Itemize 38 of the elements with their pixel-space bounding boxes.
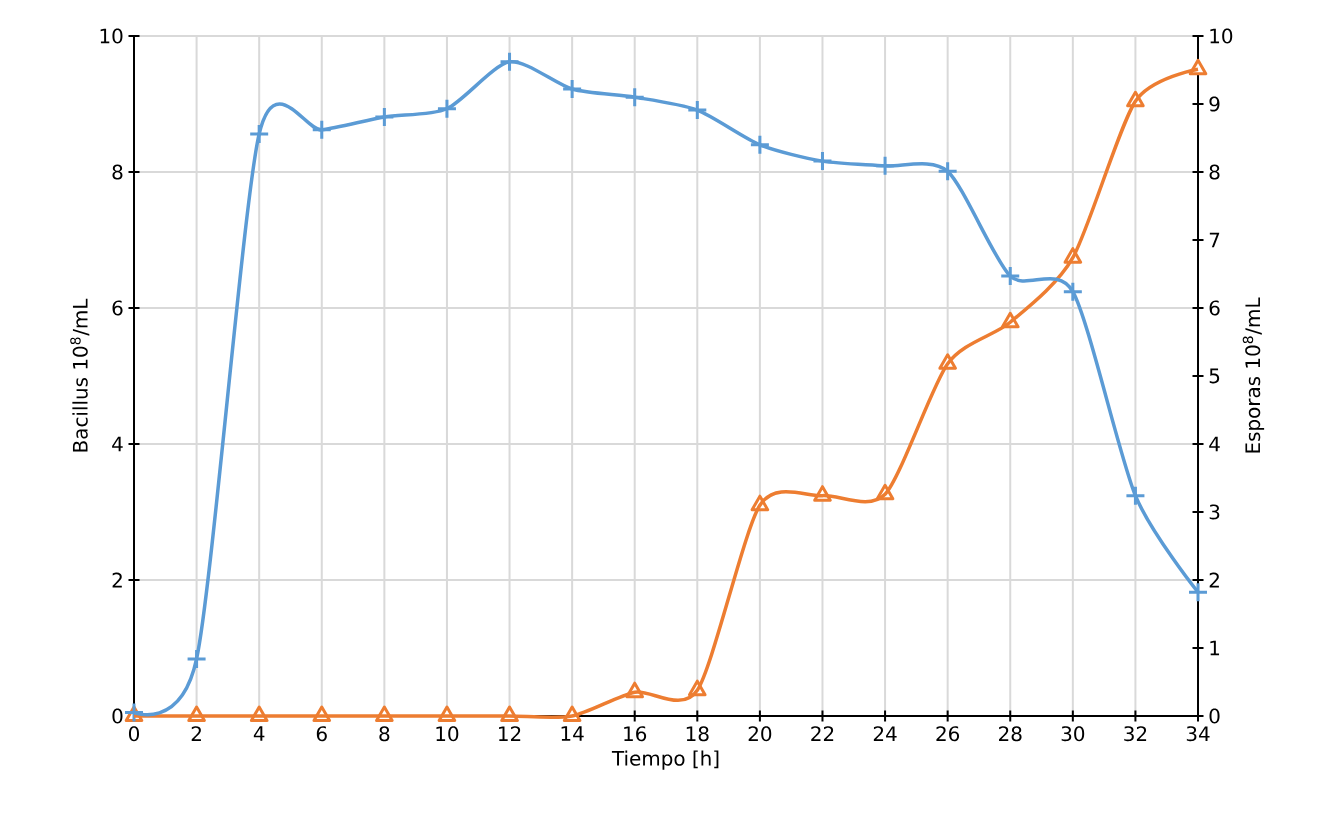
y-tick-label: 8: [112, 164, 123, 180]
y2-tick-label: 1: [1210, 640, 1220, 656]
x-tick-label: 12: [499, 726, 521, 741]
y2-tick-label: 0: [1209, 708, 1220, 724]
y-axis-title: Bacillus 10$^{8}$/mL: [70, 298, 90, 452]
y2-tick-label: 5: [1209, 368, 1220, 384]
y2-tick-label: 9: [1209, 96, 1220, 112]
x-tick-label: 30: [1061, 726, 1085, 742]
x-tick-label: 32: [1124, 726, 1147, 742]
x-tick-label: 22: [811, 726, 834, 741]
x-axis-title: Tiempo [h]: [611, 750, 719, 770]
y2-tick-label: 6: [1209, 300, 1220, 316]
x-tick-label: 6: [316, 726, 327, 742]
x-tick-label: 4: [253, 726, 265, 741]
y2-tick-label: 7: [1209, 232, 1220, 248]
x-tick-label: 0: [128, 726, 140, 742]
x-tick-label: 10: [436, 726, 459, 742]
x-tick-label: 16: [624, 726, 647, 742]
y-tick-label: 10: [100, 28, 123, 44]
x-tick-label: 2: [191, 726, 201, 741]
x-tick-label: 34: [1186, 726, 1210, 742]
x-tick-label: 28: [999, 726, 1022, 742]
x-tick-label: 26: [936, 726, 960, 742]
x-tick-label: 18: [686, 726, 709, 742]
y2-tick-label: 10: [1210, 28, 1233, 44]
y2-tick-label: 8: [1209, 164, 1220, 180]
x-tick-label: 20: [748, 726, 772, 742]
y-tick-label: 6: [112, 300, 123, 316]
y-tick-label: 0: [112, 708, 123, 724]
y-tick-label: 4: [112, 436, 123, 452]
x-tick-label: 24: [873, 726, 897, 741]
y2-tick-label: 3: [1209, 504, 1220, 520]
y-tick-label: 2: [112, 572, 122, 588]
y2-tick-label: 2: [1209, 572, 1219, 588]
y2-axis-title: Esporas 10$^{8}$/mL: [1242, 297, 1265, 453]
y2-tick-label: 4: [1209, 436, 1220, 452]
x-tick-label: 14: [561, 726, 584, 741]
x-tick-label: 8: [379, 726, 390, 742]
